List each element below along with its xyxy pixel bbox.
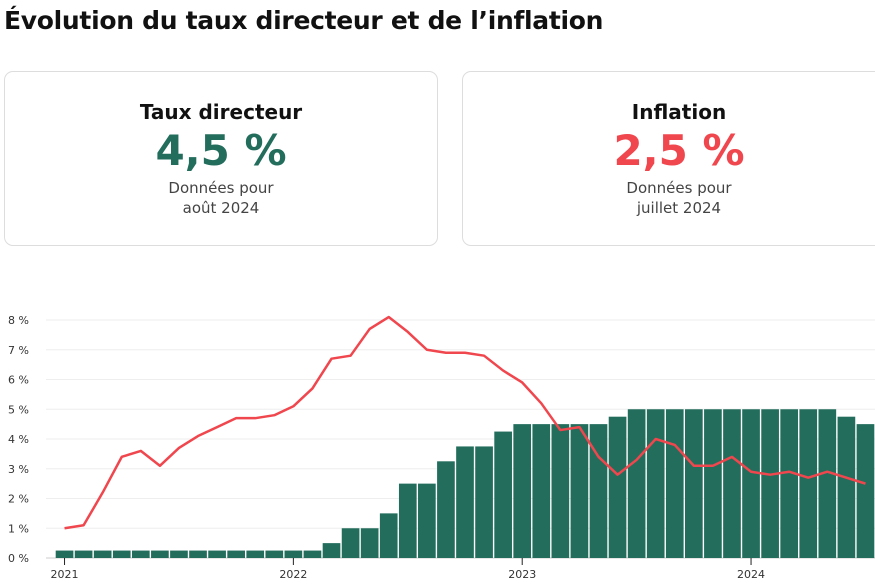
policy-rate-label: Taux directeur	[139, 100, 303, 124]
rate-bar	[704, 409, 722, 558]
y-tick-label: 2 %	[8, 493, 29, 506]
rate-bar	[570, 424, 589, 558]
rate-bar	[379, 513, 398, 558]
rate-bar	[475, 446, 493, 558]
rate-bar	[246, 550, 265, 558]
x-tick-label: 2024	[737, 568, 765, 581]
rate-bar	[93, 550, 112, 558]
page-title: Évolution du taux directeur et de l’infl…	[4, 6, 604, 35]
rate-bar	[513, 424, 532, 558]
rate-bar	[74, 550, 93, 558]
rate-bar	[627, 409, 646, 558]
rate-bar	[322, 543, 341, 558]
x-tick-label: 2021	[51, 568, 79, 581]
rate-bar	[608, 416, 627, 558]
policy-rate-card: Taux directeur 4,5 % Données pour août 2…	[4, 71, 438, 246]
rate-bar	[551, 424, 570, 558]
rate-bar	[837, 416, 856, 558]
rate-bar	[418, 483, 436, 558]
rate-bar	[341, 528, 360, 558]
rate-bar	[208, 550, 226, 558]
rate-inflation-chart: 0 % 1 % 2 % 3 % 4 % 5 % 6 % 7 % 8 % 2021 2022 2023 2…	[8, 314, 875, 581]
rate-bar	[665, 409, 684, 558]
rate-bar	[265, 550, 284, 558]
rate-bar	[112, 550, 131, 558]
rate-bar	[589, 424, 608, 558]
rate-bar	[131, 550, 150, 558]
inflation-value: 2,5 %	[613, 126, 745, 175]
rate-bar	[151, 550, 169, 558]
rate-bar	[227, 550, 245, 558]
rate-bar	[818, 409, 837, 558]
rate-bar	[437, 461, 455, 558]
inflation-label: Inflation	[631, 100, 727, 124]
rate-bar	[189, 550, 207, 558]
rate-bar	[303, 550, 322, 558]
y-tick-label: 5 %	[8, 403, 29, 416]
rate-bar	[55, 550, 74, 558]
rate-bar	[170, 550, 188, 558]
inflation-note: Données pour juillet 2024	[626, 179, 732, 217]
y-tick-label: 7 %	[8, 344, 29, 357]
y-tick-label: 8 %	[8, 314, 29, 327]
y-tick-label: 0 %	[8, 552, 29, 565]
rate-bar	[398, 483, 417, 558]
rate-bar	[646, 409, 665, 558]
rate-bar	[532, 424, 551, 558]
rate-bar	[799, 409, 818, 558]
rate-bar	[856, 424, 875, 558]
y-tick-label: 1 %	[8, 522, 29, 535]
rate-bar	[360, 528, 379, 558]
rate-bar	[685, 409, 703, 558]
inflation-card: Inflation 2,5 % Données pour juillet 202…	[462, 71, 875, 246]
rate-bar	[456, 446, 474, 558]
policy-rate-note: Données pour août 2024	[168, 179, 274, 217]
rate-bar	[723, 409, 741, 558]
policy-rate-value: 4,5 %	[155, 126, 287, 175]
rate-bar	[761, 409, 779, 558]
x-tick-label: 2023	[508, 568, 536, 581]
x-tick-label: 2022	[279, 568, 307, 581]
rate-bar	[494, 431, 512, 558]
y-tick-label: 6 %	[8, 374, 29, 387]
rate-bar	[780, 409, 799, 558]
y-tick-label: 4 %	[8, 433, 29, 446]
rate-bar	[742, 409, 760, 558]
y-tick-label: 3 %	[8, 463, 29, 476]
rate-bar	[284, 550, 303, 558]
